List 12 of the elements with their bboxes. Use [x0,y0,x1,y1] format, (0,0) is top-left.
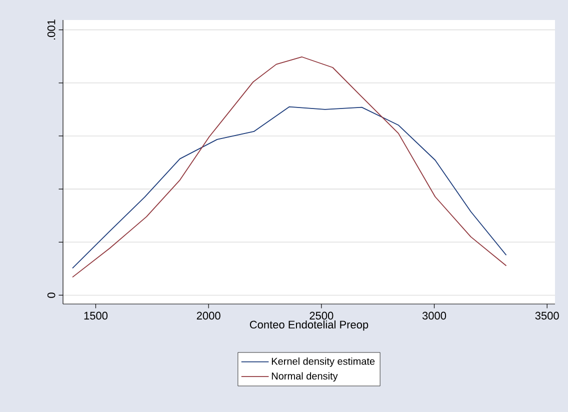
y-tick-label: 0 [47,292,56,298]
x-tick-label: 3500 [535,312,559,320]
x-tick-label: 2500 [310,312,334,320]
line-series [72,106,507,269]
x-axis-title: Conteo Endotelial Preop [250,320,368,331]
legend-label: Normal density [272,372,338,382]
x-tick-label: 2000 [196,312,220,320]
x-tick-label: 1500 [84,312,108,320]
y-tick-label: .001 [47,20,56,40]
legend-label: Kernel density estimate [272,357,375,367]
x-tick-label: 3000 [422,312,446,320]
line-series [72,56,507,278]
